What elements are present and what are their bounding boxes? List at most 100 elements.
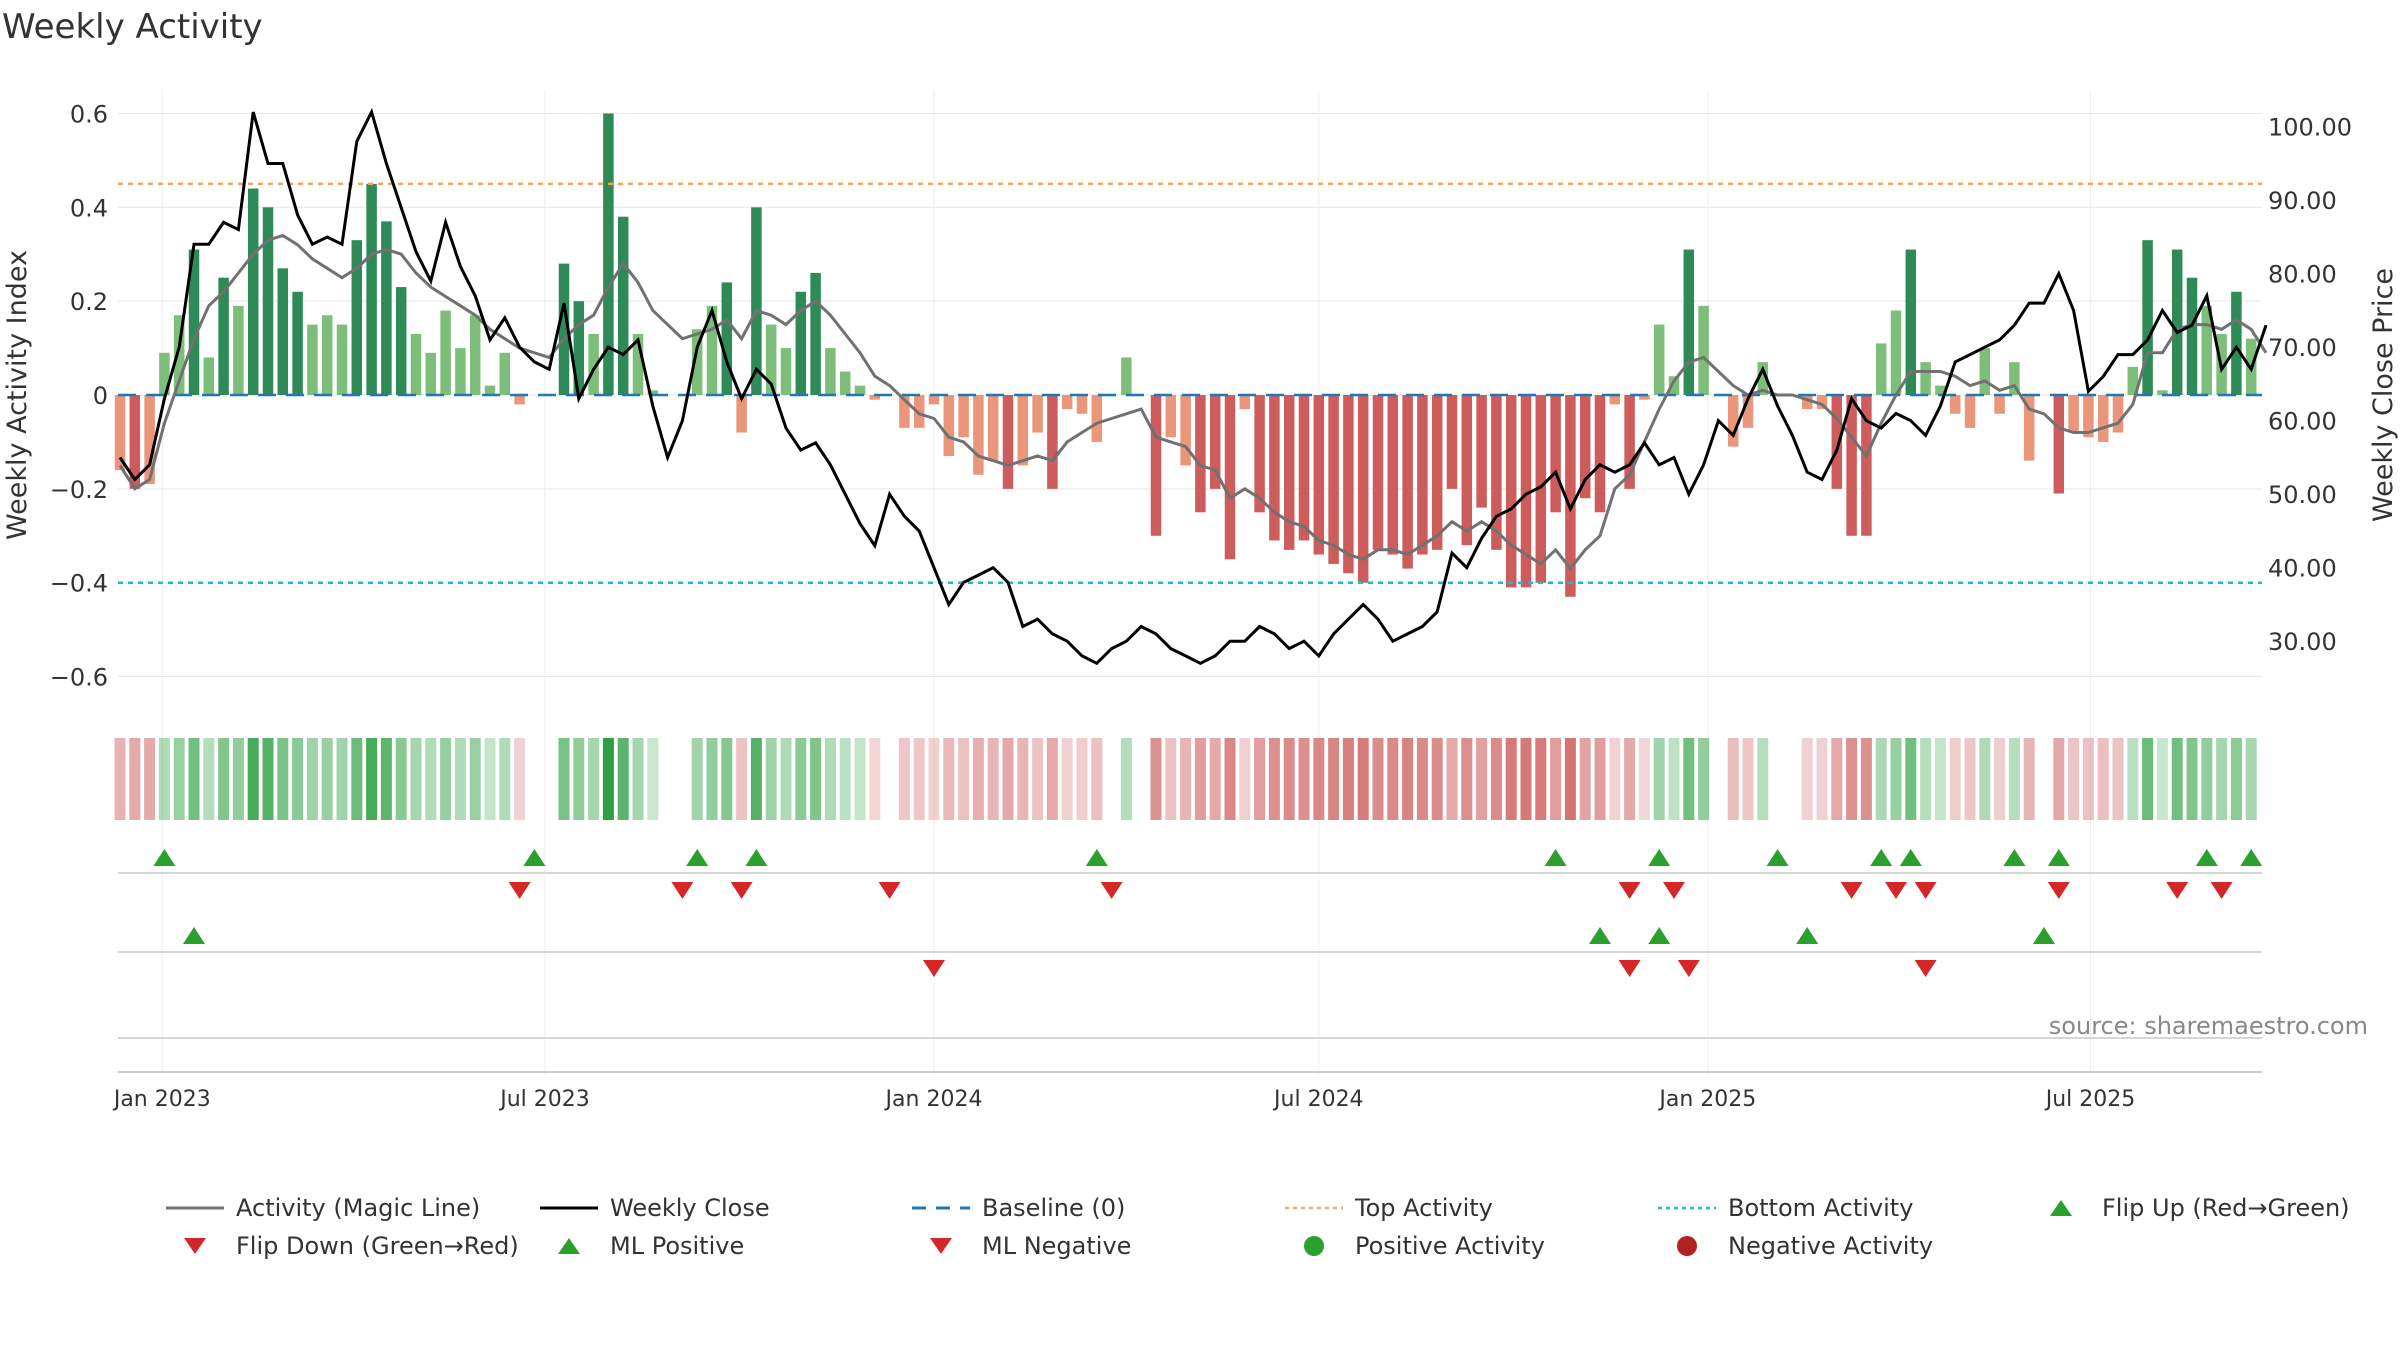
heat-strip-cell [558,738,570,820]
legend-label: Bottom Activity [1728,1194,1914,1222]
source-credit: source: sharemaestro.com [2049,1012,2368,1040]
legend-item-flip-up: Flip Up (Red→Green) [2030,1190,2350,1226]
flip-up-marker [153,849,176,866]
reference-lines-layer [118,182,2262,584]
y-tick-label-left: 0.4 [70,194,108,222]
cyan-dotted-line-icon [1656,1196,1718,1220]
heat-strip-cell [1860,738,1872,820]
activity-bar [336,324,348,395]
activity-bar [1683,249,1695,395]
activity-bar [514,395,525,405]
flip-down-marker [2166,882,2189,899]
activity-bar [1343,395,1354,574]
red-triangle-down-icon [164,1234,226,1258]
legend-item-magic-line: Activity (Magic Line) [164,1190,480,1226]
activity-bar [780,348,792,395]
activity-bar [247,188,259,395]
activity-bar [410,334,422,395]
heat-strip-cell [1964,738,1976,820]
heat-strip-cell [1920,738,1932,820]
activity-bar [307,324,318,395]
heat-strip-cell [188,738,200,820]
heat-strip-cell [514,738,526,820]
activity-bar [1180,395,1191,466]
heat-strip-cell [795,738,807,820]
legend-item-ml-positive: ML Positive [538,1228,744,1264]
heat-strip-cell [1461,738,1473,820]
heat-strip-cell [2216,738,2228,820]
heat-strip-cell [2023,738,2035,820]
flip-down-marker [2047,882,2070,899]
bars-layer [114,113,2257,597]
activity-bar [1594,395,1606,513]
activity-bar [1357,395,1369,583]
flip-down-marker [671,882,694,899]
flip-up-marker [2240,849,2263,866]
y-axis-left-label: Weekly Activity Index [2,250,33,540]
activity-bar [2083,395,2094,438]
flip-up-marker [1870,849,1893,866]
activity-bar [129,395,141,489]
heat-strip-cell [1224,738,1236,820]
ml-positive-marker [1648,927,1671,944]
y-tick-label-right: 60.00 [2268,408,2337,436]
weekly-close-series [118,107,2268,666]
y-tick-label-right: 50.00 [2268,481,2337,509]
heat-strip-cell [1564,738,1576,820]
heat-strip-cell [1298,738,1310,820]
heat-strip-cell [2142,738,2154,820]
y-tick-label-right: 70.00 [2268,334,2337,362]
heat-strip-cell [1402,738,1414,820]
activity-bar [2127,366,2139,395]
ml-positive-marker [2033,927,2055,944]
activity-bar [795,291,807,395]
heat-strip-cell [1934,738,1946,820]
heat-strip-cell [691,738,703,820]
activity-bar [1195,395,1206,513]
heat-strip-cell [2230,738,2242,820]
activity-bar [899,395,910,428]
activity-bar [1742,395,1754,428]
activity-bar [2068,395,2079,433]
flip-up-marker [2003,849,2026,866]
activity-bar [1609,395,1621,405]
activity-bar [1639,395,1650,400]
heat-strip-cell [602,738,614,820]
heat-strip-cell [277,738,289,820]
activity-bar [1121,357,1132,395]
activity-bar [218,277,229,395]
heat-strip-cell [1609,738,1621,820]
heat-strip-cell [203,738,215,820]
legend-item-ml-negative: ML Negative [910,1228,1131,1264]
heat-strip-cell [1727,738,1739,820]
heat-strip-cell [380,738,392,820]
heat-strip-cell [1357,738,1369,820]
y-tick-label-left: −0.4 [50,570,108,598]
flip-down-marker [508,882,531,899]
legend-item-flip-down: Flip Down (Green→Red) [164,1228,519,1264]
activity-bar [159,352,170,395]
heat-strip-cell [2156,738,2168,820]
activity-bar [203,357,215,395]
activity-bar [765,324,777,395]
activity-bar [381,221,392,395]
activity-bar [1905,249,1917,395]
activity-bar [173,315,185,395]
activity-bar [1520,395,1532,588]
activity-bar [1032,395,1043,433]
heat-strip-cell [1505,738,1517,820]
heat-strip-cell [366,738,378,820]
flip-down-marker [2210,882,2233,899]
activity-bar [2231,291,2242,395]
heat-strip-cell [898,738,910,820]
activity-bar [1298,395,1310,541]
activity-bar [1209,395,1221,489]
activity-bar [114,395,126,471]
heat-strip-cell [1416,738,1428,820]
activity-bar [1964,395,1976,428]
activity-bar [484,385,496,395]
y-tick-label-left: 0.2 [70,288,108,316]
heat-strip-cell [913,738,925,820]
heat-strip-cell [810,738,822,820]
